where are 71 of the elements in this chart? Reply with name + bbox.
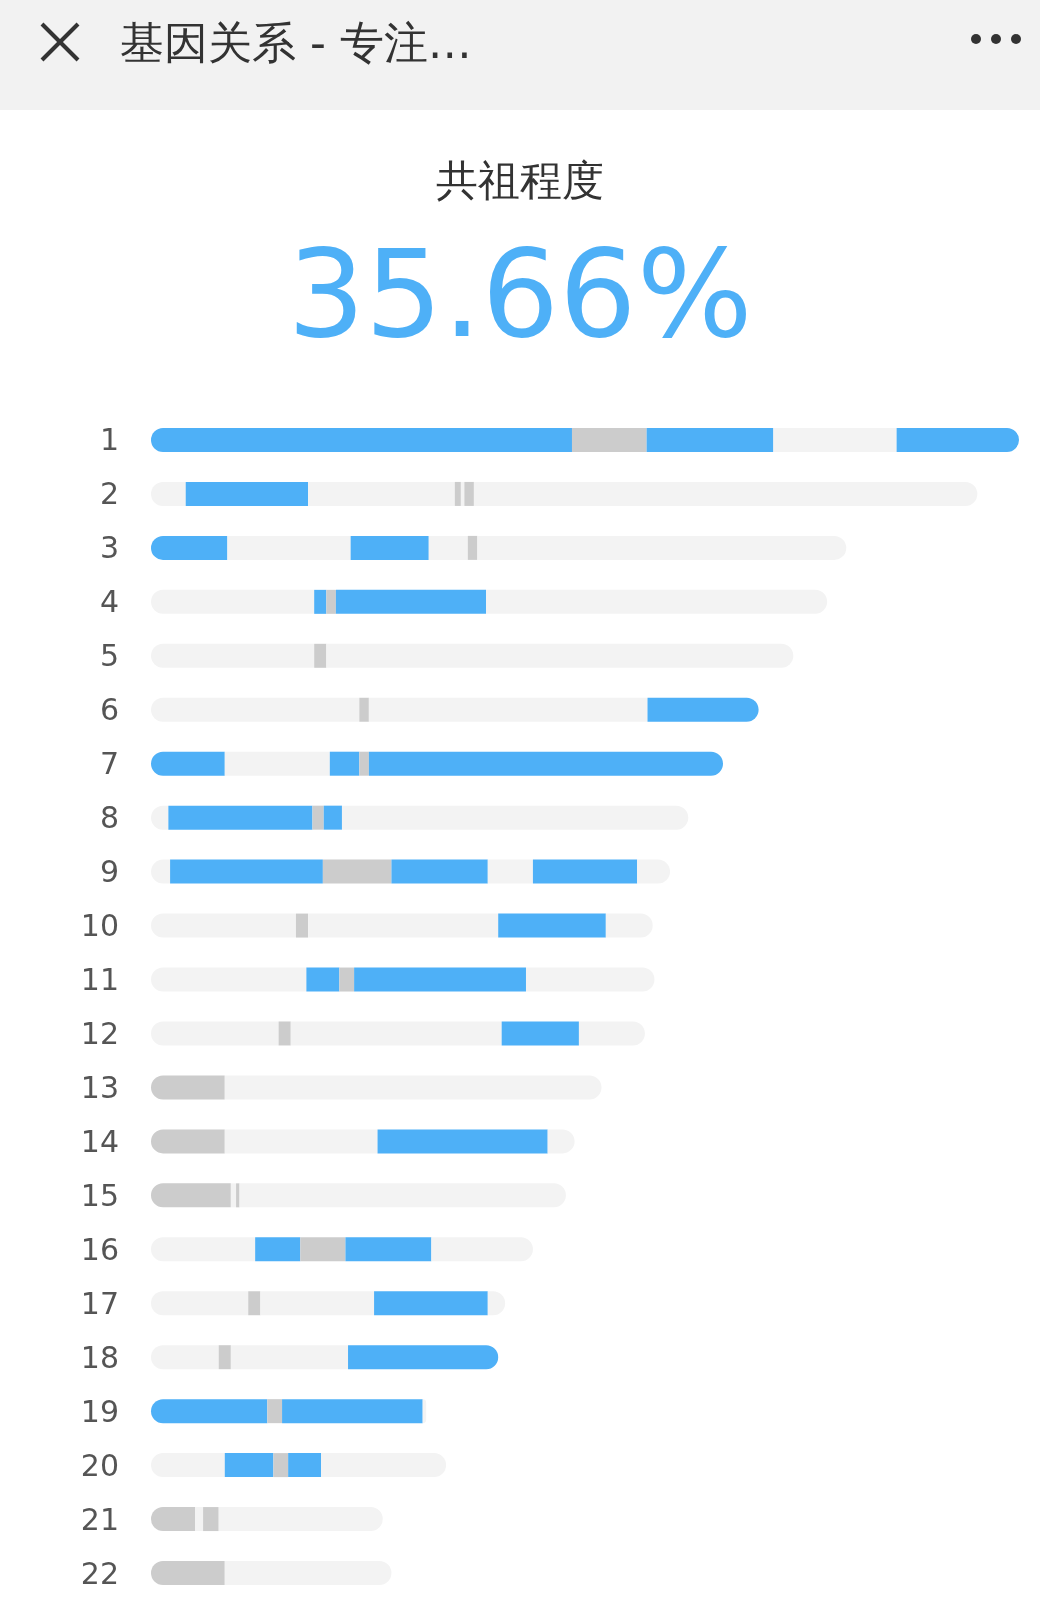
bar <box>151 967 307 992</box>
y-tick-label: 15 <box>80 1177 119 1213</box>
bar <box>267 1399 283 1424</box>
bar <box>151 1021 279 1046</box>
bar <box>578 1021 645 1046</box>
bar <box>278 1021 291 1046</box>
bar <box>431 1237 533 1262</box>
bar <box>374 1291 488 1316</box>
bar <box>273 1453 289 1478</box>
bar <box>151 697 360 722</box>
bar <box>300 1237 346 1262</box>
bar <box>203 1507 219 1532</box>
y-tick-label: 14 <box>80 1123 119 1159</box>
bar <box>288 1453 322 1478</box>
bar <box>151 1237 256 1262</box>
y-tick-label: 10 <box>80 908 119 944</box>
bar <box>359 697 369 722</box>
chart-title: 共祖程度 <box>436 155 604 205</box>
bar <box>345 1237 432 1262</box>
bar <box>314 643 327 668</box>
y-tick-label: 16 <box>80 1231 119 1267</box>
y-tick-label: 5 <box>99 638 119 674</box>
bar <box>151 1453 225 1478</box>
chart-subtitle: 35.66% <box>287 223 753 365</box>
y-tick-label: 1 <box>99 422 119 458</box>
bar <box>248 1291 261 1316</box>
y-tick-label: 18 <box>80 1339 119 1375</box>
y-tick-label: 7 <box>99 746 119 782</box>
y-tick-label: 21 <box>80 1501 119 1537</box>
bar <box>391 859 488 884</box>
bar <box>236 1183 240 1208</box>
y-tick-label: 9 <box>99 854 119 890</box>
bar <box>647 697 759 722</box>
bar <box>335 589 487 614</box>
bar <box>321 1453 447 1478</box>
y-tick-label: 17 <box>80 1285 119 1321</box>
bar <box>605 913 653 938</box>
y-tick-label: 3 <box>99 530 119 566</box>
bar <box>323 805 342 830</box>
y-tick-label: 8 <box>99 800 119 836</box>
bar <box>151 1291 249 1316</box>
bar <box>486 589 828 614</box>
text: 基因关系 - 专注… <box>120 17 472 68</box>
bar <box>501 1021 579 1046</box>
bar <box>151 589 315 614</box>
bar <box>151 643 315 668</box>
y-tick-label: 13 <box>80 1069 119 1105</box>
bar <box>348 1345 499 1370</box>
bar <box>151 1345 219 1370</box>
bar <box>341 805 689 830</box>
bar <box>339 967 355 992</box>
y-tick-label: 6 <box>99 692 119 728</box>
y-tick-label: 22 <box>80 1555 119 1591</box>
bar <box>322 859 392 884</box>
bar <box>354 967 526 992</box>
bar <box>525 967 655 992</box>
bar <box>295 913 309 938</box>
y-tick-label: 19 <box>80 1393 119 1429</box>
bar <box>571 427 647 452</box>
bar <box>487 859 533 884</box>
bar <box>326 589 336 614</box>
y-tick-label: 11 <box>80 962 119 998</box>
bar <box>312 805 324 830</box>
bar <box>473 481 978 506</box>
y-tick-label: 2 <box>99 476 119 512</box>
y-tick-label: 12 <box>80 1015 119 1051</box>
y-tick-label: 20 <box>80 1447 119 1483</box>
bar <box>498 913 606 938</box>
bar <box>218 1345 231 1370</box>
bar <box>151 913 296 938</box>
y-tick-label: 4 <box>99 584 119 620</box>
